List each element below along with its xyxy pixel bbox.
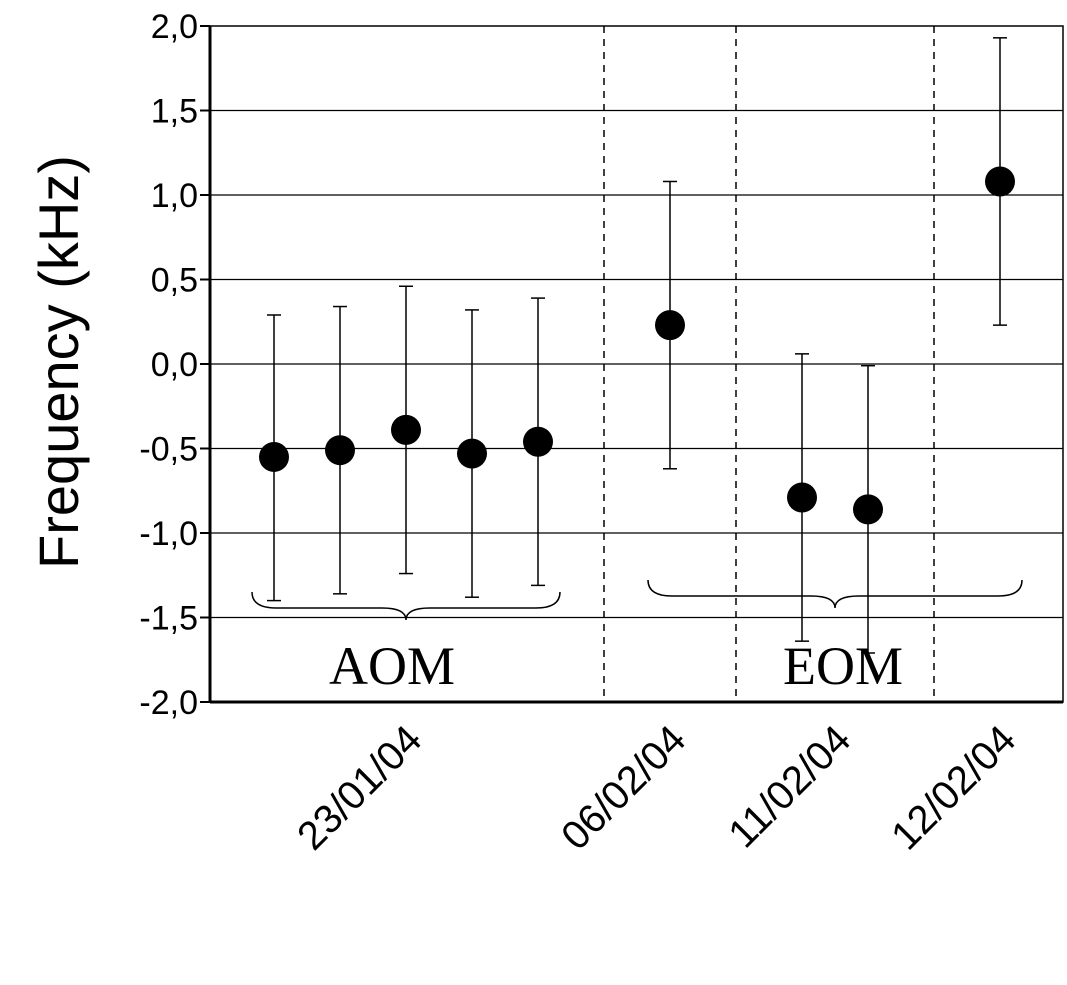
date-label: 06/02/04 [553,717,694,858]
y-tick-label: -2,0 [139,684,198,722]
dashed-separators [603,26,935,702]
grid-lines [210,109,1063,619]
error-bars [267,37,1007,654]
data-point [259,441,289,472]
y-tick-label: 1,5 [151,93,198,131]
group-brace [647,579,1023,609]
y-tick-label: 0,0 [151,346,198,384]
data-point [325,435,355,466]
date-label: 11/02/04 [720,717,859,856]
date-label: 23/01/04 [289,717,430,858]
date-labels: 23/01/04 06/02/04 11/02/04 12/02/04 [289,717,1024,858]
y-tick-label: -1,5 [139,600,198,638]
y-tick-label: -1,0 [139,515,198,553]
group-brace [251,591,561,621]
data-points [259,166,1015,525]
group-label: AOM [329,636,455,696]
date-label: 12/02/04 [883,717,1024,858]
y-tick-label: 2,0 [151,8,198,46]
data-point [655,310,685,341]
y-tick-label: 1,0 [151,177,198,215]
data-point [985,166,1015,197]
y-tick-label: -0,5 [139,431,198,469]
data-point [853,494,883,525]
y-tick-label: 0,5 [151,262,198,300]
y-tick-labels: 2,0 1,5 1,0 0,5 0,0 -0,5 -1,0 -1,5 -2,0 [139,8,210,722]
data-point [787,482,817,513]
y-axis-label: Frequency (kHz) [27,155,90,569]
data-point [391,414,421,445]
data-point [457,438,487,469]
group-braces: AOM EOM [251,579,1023,696]
group-label: EOM [783,636,903,696]
data-point [523,426,553,457]
